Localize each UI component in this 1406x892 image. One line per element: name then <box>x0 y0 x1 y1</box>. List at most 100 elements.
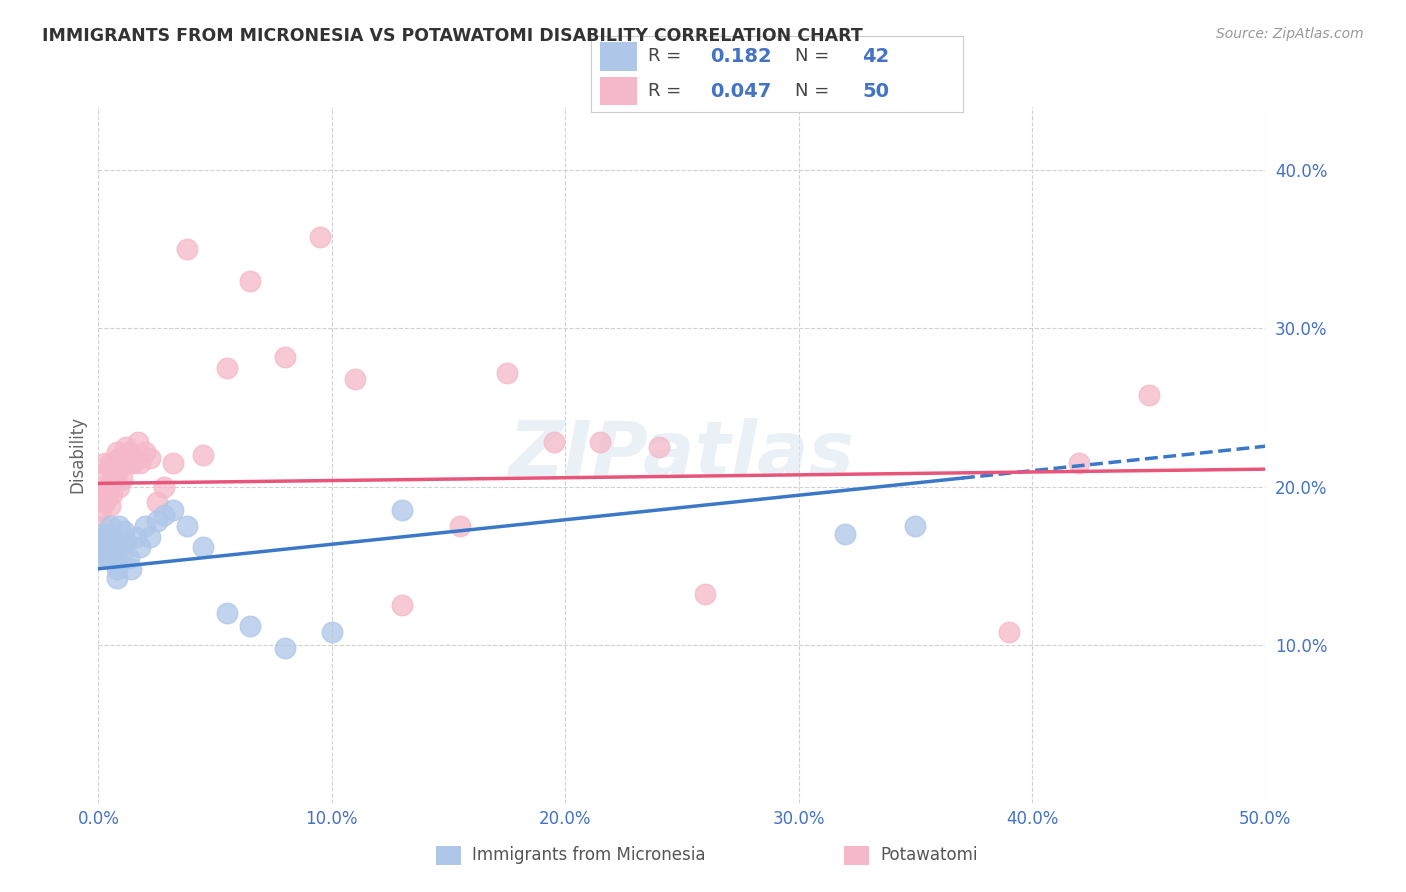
Point <box>98 546 121 560</box>
Point <box>101 487 124 501</box>
Point <box>104 540 127 554</box>
Point <box>1067 456 1090 470</box>
Point <box>104 472 127 486</box>
Text: IMMIGRANTS FROM MICRONESIA VS POTAWATOMI DISABILITY CORRELATION CHART: IMMIGRANTS FROM MICRONESIA VS POTAWATOMI… <box>42 27 863 45</box>
Point <box>94 456 117 470</box>
Point <box>162 456 184 470</box>
Point <box>122 456 145 470</box>
Point <box>647 440 669 454</box>
Point <box>543 435 565 450</box>
Point <box>101 550 124 565</box>
Bar <box>600 42 637 70</box>
Text: 50: 50 <box>862 81 890 101</box>
Point <box>90 503 112 517</box>
Point <box>125 530 148 544</box>
Point <box>391 598 413 612</box>
Point <box>97 538 120 552</box>
Point <box>98 479 121 493</box>
Point <box>97 464 120 478</box>
Point <box>139 530 162 544</box>
Point <box>111 456 134 470</box>
Point <box>1137 388 1160 402</box>
Point <box>695 587 717 601</box>
Y-axis label: Disability: Disability <box>69 417 87 493</box>
Point <box>108 534 131 549</box>
Text: Potawatomi: Potawatomi <box>880 847 977 864</box>
Point <box>309 229 332 244</box>
Point <box>449 519 471 533</box>
Point <box>997 625 1019 640</box>
Point <box>146 495 169 509</box>
Point <box>904 519 927 533</box>
Text: N =: N = <box>796 82 835 100</box>
Point <box>105 467 128 481</box>
Text: Immigrants from Micronesia: Immigrants from Micronesia <box>472 847 706 864</box>
Point <box>134 444 156 458</box>
Point <box>94 540 117 554</box>
Point <box>98 540 121 554</box>
Point <box>111 472 134 486</box>
Point <box>104 456 127 470</box>
Point <box>108 519 131 533</box>
Point <box>90 534 112 549</box>
Point <box>91 519 114 533</box>
Point <box>118 444 141 458</box>
Point <box>115 440 138 454</box>
Point <box>97 479 120 493</box>
Point <box>91 546 114 560</box>
Point <box>94 495 117 509</box>
Point <box>108 479 131 493</box>
Point <box>108 451 131 466</box>
Point <box>152 479 174 493</box>
Point <box>101 530 124 544</box>
Point <box>97 550 120 565</box>
Point <box>274 640 297 655</box>
Point <box>98 456 121 470</box>
Point <box>495 366 517 380</box>
Point <box>98 499 121 513</box>
Point <box>239 618 262 632</box>
Point <box>97 487 120 501</box>
Point <box>94 550 117 565</box>
Point <box>129 540 152 554</box>
Point <box>176 243 198 257</box>
Text: ZIPatlas: ZIPatlas <box>509 418 855 491</box>
Point <box>105 562 128 576</box>
Point <box>239 274 262 288</box>
Point <box>391 503 413 517</box>
Point <box>134 519 156 533</box>
Point <box>112 524 135 538</box>
Text: 42: 42 <box>862 46 890 66</box>
Text: N =: N = <box>796 47 835 65</box>
Point <box>91 527 114 541</box>
Point <box>105 444 128 458</box>
Point <box>344 372 367 386</box>
Point <box>101 464 124 478</box>
Point <box>98 519 121 533</box>
Text: R =: R = <box>648 47 688 65</box>
Text: Source: ZipAtlas.com: Source: ZipAtlas.com <box>1216 27 1364 41</box>
Point <box>834 527 856 541</box>
Point <box>139 451 162 466</box>
Point <box>91 479 114 493</box>
Point <box>162 503 184 517</box>
Point <box>176 519 198 533</box>
Point <box>152 508 174 522</box>
Text: 0.047: 0.047 <box>710 81 770 101</box>
Point <box>127 435 149 450</box>
Point <box>589 435 612 450</box>
Point <box>274 350 297 364</box>
Point <box>120 456 142 470</box>
Point <box>94 530 117 544</box>
Point <box>215 606 238 620</box>
Point <box>115 534 138 549</box>
Point <box>105 571 128 585</box>
Point <box>118 550 141 565</box>
Point <box>321 625 343 640</box>
Point <box>120 562 142 576</box>
Point <box>193 448 215 462</box>
Point <box>97 527 120 541</box>
Point <box>215 360 238 375</box>
Point <box>193 540 215 554</box>
Point <box>101 542 124 557</box>
